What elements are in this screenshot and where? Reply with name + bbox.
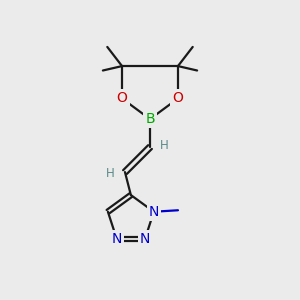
Text: H: H [160, 139, 169, 152]
Text: O: O [172, 92, 183, 106]
Text: O: O [117, 92, 128, 106]
Text: B: B [145, 112, 155, 126]
Text: N: N [140, 232, 150, 246]
Text: N: N [148, 205, 159, 219]
Text: N: N [112, 232, 122, 246]
Text: H: H [106, 167, 115, 180]
